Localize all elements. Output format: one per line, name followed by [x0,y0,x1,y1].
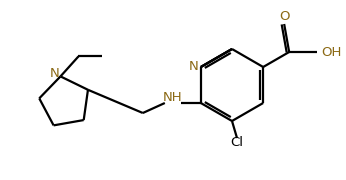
Text: NH: NH [163,91,183,104]
Text: OH: OH [321,46,342,58]
Text: O: O [279,10,289,22]
Text: N: N [189,60,199,73]
Text: N: N [49,67,60,80]
Text: Cl: Cl [230,136,244,150]
